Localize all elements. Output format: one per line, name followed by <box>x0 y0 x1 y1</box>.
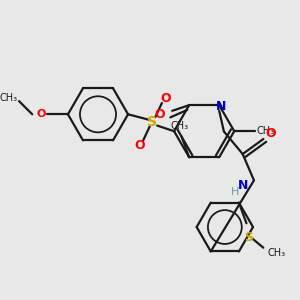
Text: CH₃: CH₃ <box>257 126 275 136</box>
Text: O: O <box>134 139 145 152</box>
Text: CH₃: CH₃ <box>267 248 285 258</box>
Text: S: S <box>244 231 253 244</box>
Text: N: N <box>238 179 248 193</box>
Text: H: H <box>231 187 239 196</box>
Text: S: S <box>148 115 158 129</box>
Text: O: O <box>36 109 45 119</box>
Text: O: O <box>160 92 171 105</box>
Text: O: O <box>154 108 165 121</box>
Text: N: N <box>216 100 226 112</box>
Text: CH₃: CH₃ <box>0 93 17 103</box>
Text: CH₃: CH₃ <box>171 121 189 131</box>
Text: O: O <box>266 127 276 140</box>
